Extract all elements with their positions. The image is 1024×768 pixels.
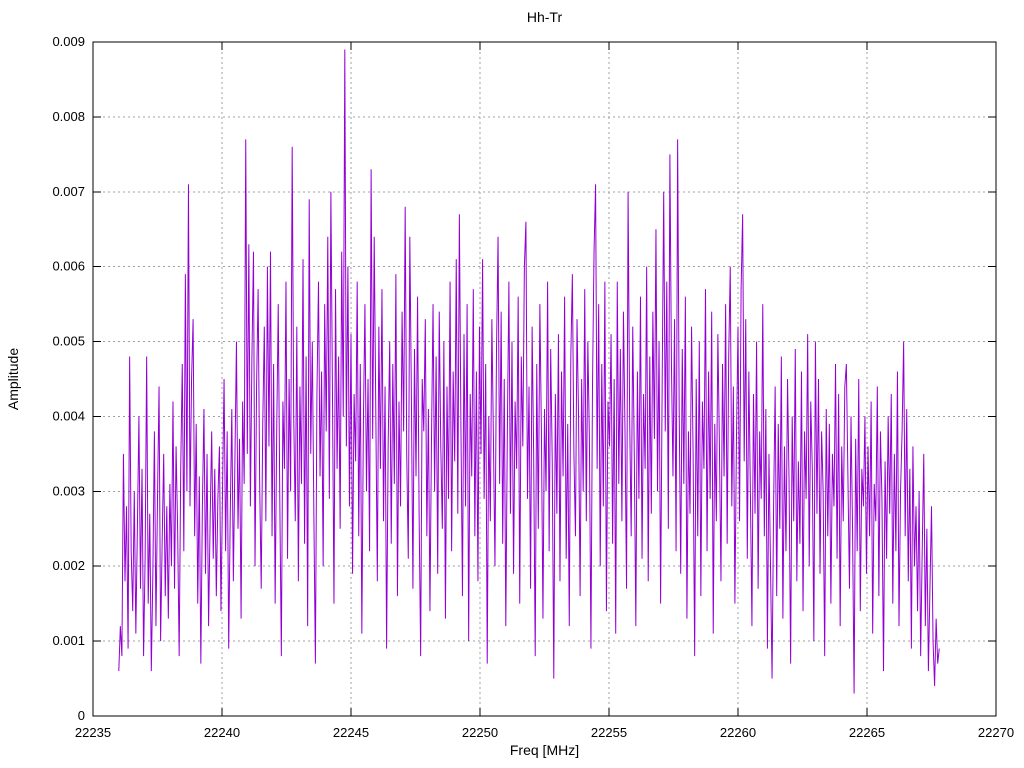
- spectrum-trace: [118, 49, 940, 694]
- x-tick-label: 22245: [333, 725, 369, 740]
- chart-title: Hh-Tr: [526, 9, 563, 25]
- x-tick-label: 22250: [462, 725, 498, 740]
- y-tick-label: 0.005: [52, 334, 85, 349]
- y-tick-label: 0.007: [52, 184, 85, 199]
- x-tick-label: 22255: [591, 725, 627, 740]
- y-tick-label: 0.003: [52, 483, 85, 498]
- y-tick-label: 0.001: [52, 633, 85, 648]
- y-tick-label: 0.008: [52, 109, 85, 124]
- y-tick-label: 0: [78, 708, 85, 723]
- x-tick-label: 22240: [204, 725, 240, 740]
- y-tick-label: 0.006: [52, 259, 85, 274]
- x-tick-label: 22235: [75, 725, 111, 740]
- x-tick-label: 22265: [849, 725, 885, 740]
- y-tick-label: 0.009: [52, 34, 85, 49]
- x-tick-label: 22270: [978, 725, 1014, 740]
- y-tick-label: 0.002: [52, 558, 85, 573]
- y-tick-label: 0.004: [52, 408, 85, 423]
- x-tick-label: 22260: [720, 725, 756, 740]
- plot-border: [92, 41, 997, 717]
- x-axis-title: Freq [MHz]: [509, 742, 580, 758]
